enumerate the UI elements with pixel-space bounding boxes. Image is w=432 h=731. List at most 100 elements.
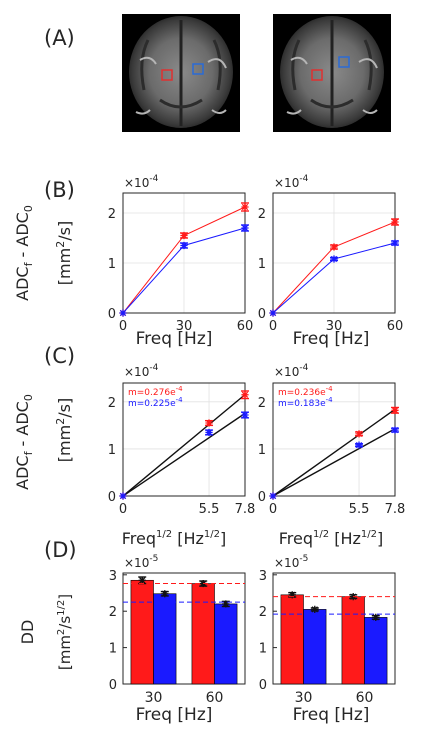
chart-d-left-bar-blue — [214, 603, 238, 685]
chart-c-left-fit-label-red: m=0.276e-4 — [128, 385, 183, 398]
chart-d-right-ytick-label: 3 — [259, 569, 267, 584]
row-d-xlabel-left: Freq [Hz] — [136, 705, 213, 725]
scale-c-left: ×10-4 — [124, 363, 159, 379]
chart-c-right-ytick-label: 1 — [258, 443, 266, 458]
chart-d-left-ytick-label: 2 — [109, 605, 117, 620]
chart-b-right-ytick-label: 0 — [258, 307, 266, 322]
chart-d-right-bar-red — [280, 594, 304, 685]
row-c-ylabel: ADCf - ADC0 — [13, 394, 35, 490]
row-d-xlabel-right: Freq [Hz] — [293, 705, 370, 725]
chart-c-left-fit-line-red — [122, 394, 246, 497]
row-b-ylabel: ADCf - ADC0 — [13, 205, 35, 301]
chart-b-left-ytick-label: 1 — [108, 257, 116, 272]
scale-b-left: ×10-4 — [124, 174, 159, 190]
chart-d-right-ytick-label: 2 — [259, 605, 267, 620]
chart-b-left-point-marker-blue — [241, 224, 249, 232]
chart-d-left-bar-red — [191, 583, 215, 685]
chart-c-left-point-marker-blue — [119, 492, 127, 500]
chart-c-right-fit-line-red — [272, 408, 396, 497]
chart-c-right-point-marker-blue — [269, 492, 277, 500]
chart-c-left-point-marker-blue — [241, 411, 249, 419]
chart-c-right-point-marker-red — [355, 430, 363, 438]
scale-d-left: ×10-5 — [124, 554, 158, 570]
chart-d-left-bar-marker-blue — [222, 600, 230, 608]
chart-c-right-point-marker-red — [391, 406, 399, 414]
chart-c-right-fit-label-blue: m=0.183e-4 — [278, 396, 333, 409]
row-c-yunit: [mm2/s] — [54, 398, 74, 462]
chart-b-right-axes — [272, 192, 396, 314]
chart-d-right-ytick-label: 0 — [259, 678, 267, 693]
chart-c-right-fit-line-blue — [272, 428, 396, 497]
chart-d-left-ytick-label: 0 — [109, 678, 117, 693]
chart-c-right-fit-label-red: m=0.236e-4 — [278, 385, 333, 398]
chart-b-left-point-marker-blue — [180, 241, 188, 250]
chart-b-left-xtick-label: 0 — [119, 319, 127, 334]
chart-d-left-bar-red — [130, 579, 154, 685]
chart-c-left-fit-line-blue — [122, 412, 246, 497]
scale-c-right: ×10-4 — [274, 363, 309, 379]
row-b-yunit: [mm2/s] — [54, 221, 74, 285]
chart-c-right-xtick-label: 7.8 — [385, 502, 406, 517]
chart-c-left-axes — [122, 382, 246, 497]
scale-d-right: ×10-5 — [274, 554, 308, 570]
chart-c-left-point-marker-red — [241, 391, 249, 399]
chart-b-left-ytick-label: 2 — [108, 207, 116, 222]
panel-label-a: (A) — [44, 26, 75, 50]
chart-d-right-bar-marker-blue — [372, 613, 380, 621]
roi-blue-right — [338, 56, 350, 68]
chart-b-right-ytick-label: 2 — [258, 207, 266, 222]
chart-d-left-bar-marker-blue — [161, 590, 169, 598]
chart-c-right-xtick-label: 0 — [269, 502, 277, 517]
chart-d-left-axes — [122, 572, 246, 685]
scale-b-right: ×10-4 — [274, 174, 309, 190]
chart-b-left-point-marker-red — [180, 231, 188, 240]
panel-label-d: (D) — [44, 538, 77, 562]
chart-d-right-bar-red — [341, 596, 365, 685]
chart-b-right-point-marker-blue — [330, 255, 338, 263]
chart-b-right-point-marker-blue — [269, 309, 277, 317]
chart-d-right-xtick-label: 30 — [295, 690, 313, 706]
row-d-yunit: [mm2/s1/2] — [56, 594, 74, 670]
chart-c-right-point-marker-blue — [355, 441, 363, 449]
chart-c-left-fit-label-blue: m=0.225e-4 — [128, 396, 183, 409]
chart-b-right-xtick-label: 60 — [387, 319, 404, 334]
chart-c-left-ytick-label: 0 — [108, 490, 116, 505]
chart-d-left-xtick-label: 30 — [145, 690, 163, 706]
chart-d-left-ytick-label: 3 — [109, 569, 117, 584]
chart-b-left-xtick-label: 30 — [176, 319, 193, 334]
chart-d-right-xtick-label: 60 — [356, 690, 374, 706]
chart-b-left-xtick-label: 60 — [237, 319, 254, 334]
chart-c-left-ytick-label: 1 — [108, 443, 116, 458]
row-b-xlabel-left: Freq [Hz] — [136, 329, 213, 349]
brain-image-right — [273, 14, 391, 132]
chart-b-left-point-marker-red — [241, 203, 249, 211]
roi-red-right — [311, 69, 323, 81]
row-c-xlabel-left: Freq1/2 [Hz1/2] — [122, 529, 226, 548]
chart-d-right-bar-marker-red — [288, 591, 296, 599]
row-c-xlabel-right: Freq1/2 [Hz1/2] — [279, 529, 383, 548]
chart-b-right-point-marker-blue — [391, 239, 399, 247]
chart-b-left-axes — [122, 192, 246, 314]
chart-c-right-ytick-label: 0 — [258, 490, 266, 505]
brain-image-left — [122, 14, 240, 132]
chart-c-left-point-marker-blue — [205, 428, 213, 437]
chart-b-right-point-marker-red — [391, 218, 399, 226]
chart-c-right-point-marker-blue — [391, 426, 399, 434]
chart-c-right-ytick-label: 2 — [258, 396, 266, 411]
chart-d-right-bar-blue — [303, 609, 327, 685]
chart-b-right-xtick-label: 0 — [269, 319, 277, 334]
roi-red-left — [161, 69, 173, 81]
chart-b-right-ytick-label: 1 — [258, 257, 266, 272]
chart-c-left-xtick-label: 5.5 — [199, 502, 220, 517]
chart-c-left-xtick-label: 7.8 — [235, 502, 256, 517]
row-b-xlabel-right: Freq [Hz] — [293, 329, 370, 349]
chart-c-right-xtick-label: 5.5 — [349, 502, 370, 517]
panel-label-c: (C) — [44, 344, 75, 368]
chart-d-right-ytick-label: 1 — [259, 642, 267, 657]
chart-b-left-ytick-label: 0 — [108, 307, 116, 322]
chart-b-left-point-marker-blue — [119, 309, 127, 317]
panel-label-b: (B) — [44, 178, 75, 202]
chart-d-left-ytick-label: 1 — [109, 642, 117, 657]
